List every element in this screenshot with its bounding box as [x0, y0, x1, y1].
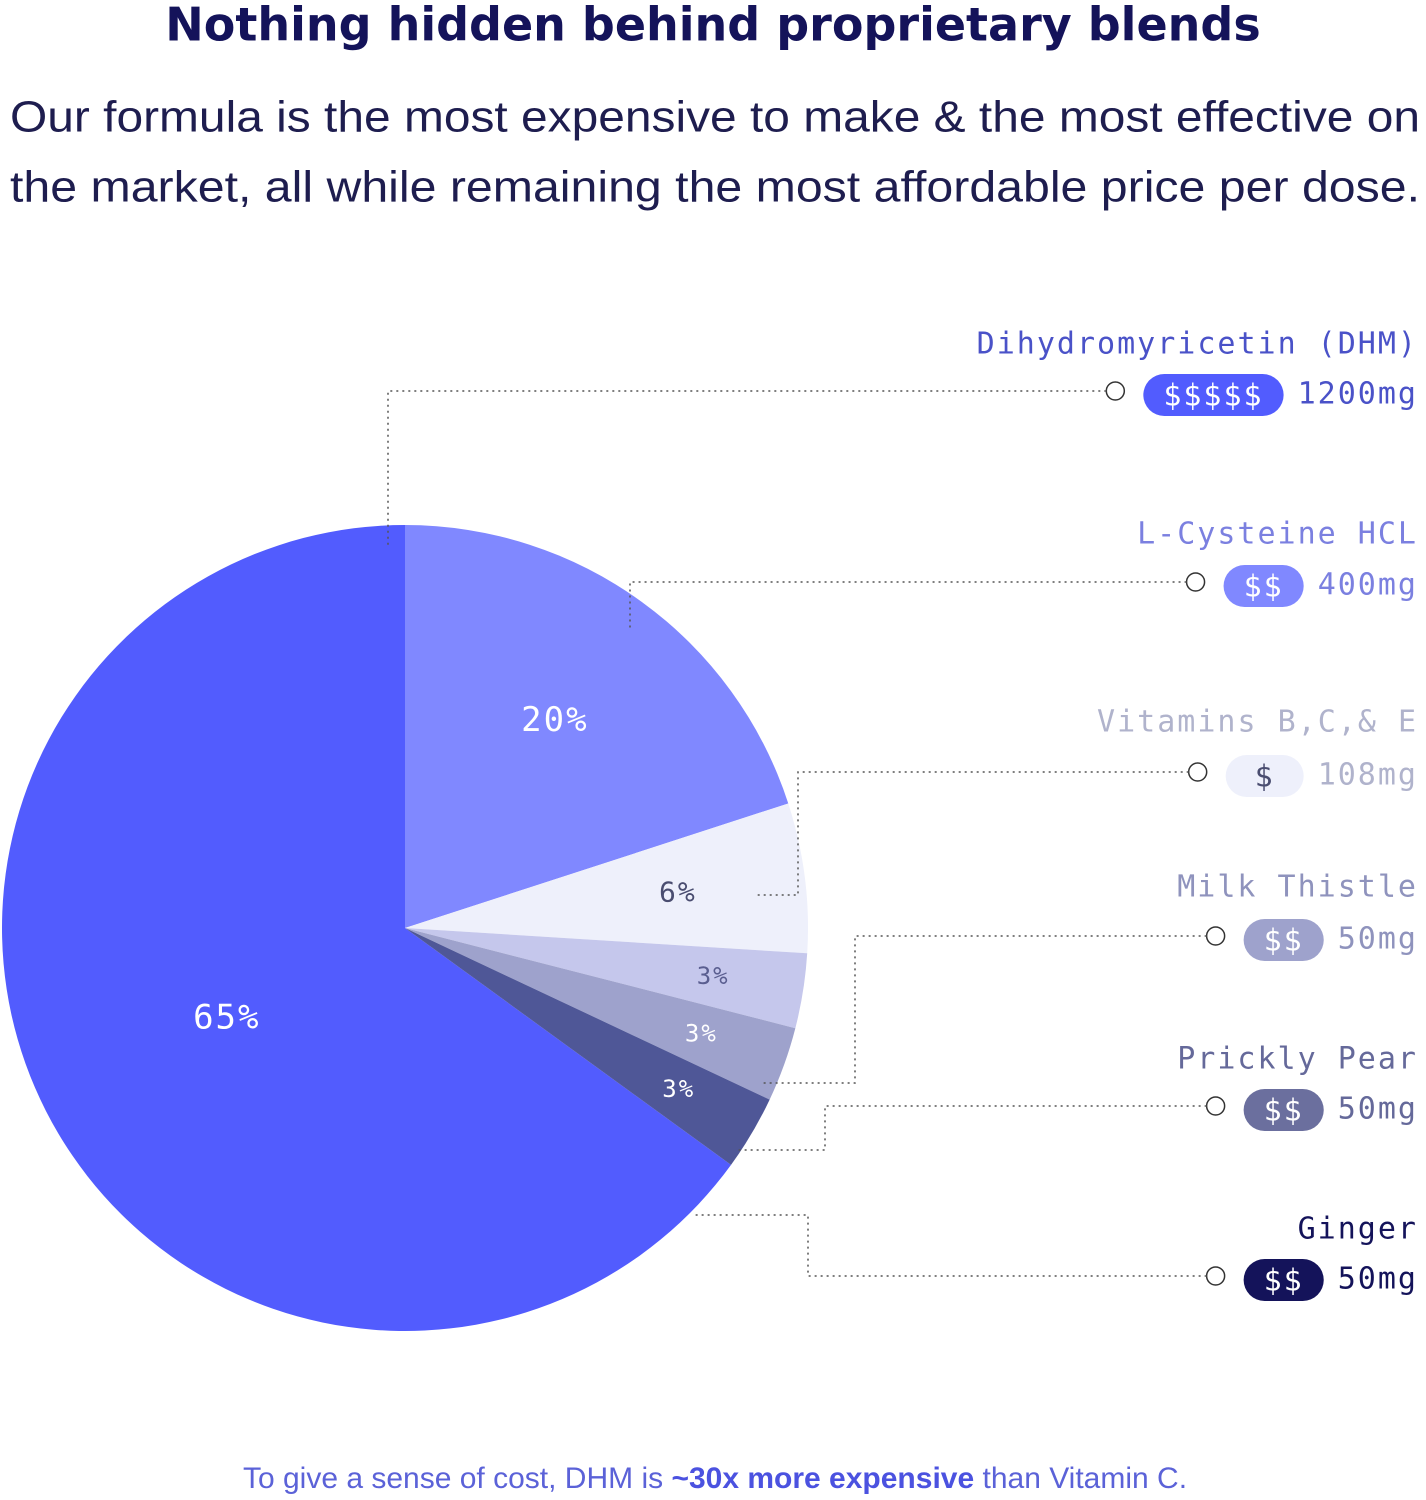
- legend-dose: 50mg: [1338, 922, 1418, 957]
- leader-line: [629, 581, 1187, 630]
- leader-marker: [1187, 762, 1208, 782]
- leader-marker: [1205, 1096, 1226, 1116]
- legend-dose: 50mg: [1338, 1092, 1418, 1127]
- pie-slice: [405, 803, 808, 954]
- price-badge: [1243, 1089, 1324, 1131]
- slice-label: 20%: [521, 700, 588, 740]
- subtitle: Our formula is the most expensive to mak…: [10, 93, 1420, 142]
- price-badge: [1243, 919, 1324, 961]
- price-badge: [1223, 565, 1304, 607]
- price-label: $$$$$: [1163, 379, 1263, 414]
- pie-slice: [405, 928, 770, 1165]
- slice-label: 65%: [193, 997, 260, 1037]
- legend-dose: 1200mg: [1298, 377, 1418, 412]
- price-label: $$: [1264, 1264, 1304, 1299]
- legend-dose: 50mg: [1338, 1262, 1418, 1297]
- leader-marker: [1185, 572, 1206, 592]
- slice-label: 6%: [659, 876, 697, 909]
- pie-slice: [405, 525, 789, 928]
- price-label: $$: [1264, 1094, 1304, 1129]
- price-label: $$: [1244, 570, 1284, 605]
- subtitle: the market, all while remaining the most…: [10, 163, 1420, 212]
- footnote-text: To give a sense of cost, DHM is: [243, 1462, 672, 1495]
- leader-line: [387, 390, 1107, 545]
- legend-name: L-Cysteine HCL: [1137, 517, 1418, 552]
- legend-name: Dihydromyricetin (DHM): [977, 327, 1418, 362]
- pie-slice: [405, 928, 808, 1029]
- pie-slice: [405, 928, 796, 1100]
- slice-label: 3%: [685, 1020, 718, 1048]
- leader-marker: [1105, 381, 1126, 401]
- price-label: $: [1255, 760, 1275, 795]
- legend-name: Prickly Pear: [1177, 1042, 1418, 1077]
- leader-marker: [1205, 926, 1226, 946]
- price-badge: [1225, 755, 1304, 797]
- footnote-text: than Vitamin C.: [974, 1462, 1187, 1495]
- chart-title: Nothing hidden behind proprietary blends: [165, 0, 1260, 52]
- leader-line: [695, 1214, 1207, 1277]
- price-badge: [1143, 374, 1284, 416]
- legend-dose: 400mg: [1318, 568, 1418, 603]
- slice-label: 3%: [662, 1075, 695, 1103]
- pie-slice: [1, 525, 732, 1331]
- leader-line: [755, 771, 1189, 896]
- legend-name: Ginger: [1298, 1212, 1418, 1247]
- slice-label: 3%: [697, 962, 730, 990]
- legend-name: Milk Thistle: [1177, 870, 1418, 905]
- footnote-emphasis: ~30x more expensive: [671, 1462, 974, 1495]
- leader-marker: [1205, 1266, 1226, 1286]
- legend-dose: 108mg: [1318, 758, 1418, 793]
- price-label: $$: [1264, 924, 1304, 959]
- leader-line: [735, 1105, 1207, 1151]
- leader-line: [760, 935, 1207, 1084]
- legend-name: Vitamins B,C,& E: [1097, 705, 1418, 740]
- footnote: To give a sense of cost, DHM is ~30x mor…: [243, 1462, 1187, 1495]
- price-badge: [1243, 1259, 1324, 1301]
